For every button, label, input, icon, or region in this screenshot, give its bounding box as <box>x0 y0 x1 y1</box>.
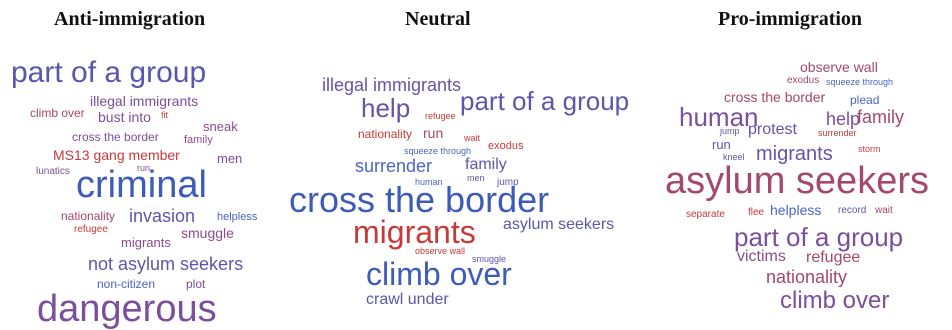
word-human: human <box>415 177 443 187</box>
word-squeeze-through: squeeze through <box>404 146 472 156</box>
word-plead: plead <box>850 93 880 107</box>
word-family: family <box>465 156 507 173</box>
word-nationality: nationality <box>766 267 848 287</box>
word-observe-wall: observe wall <box>415 246 466 256</box>
word-asylum-seekers: asylum seekers <box>665 160 929 202</box>
word-not-asylum-seekers: not asylum seekers <box>88 254 244 274</box>
word-plot: plot <box>186 277 206 291</box>
pro-immigration-title: Pro-immigration <box>718 8 863 30</box>
word-nationality: nationality <box>61 209 116 223</box>
word-sneak: sneak <box>203 119 238 134</box>
word-men: men <box>467 173 485 183</box>
word-human: human <box>679 102 759 132</box>
neutral-title: Neutral <box>405 8 471 30</box>
word-climb-over: climb over <box>30 106 85 120</box>
word-cross-the-border: cross the border <box>289 179 550 220</box>
word-men: men <box>217 151 243 166</box>
word-non-citizen: non-citizen <box>97 277 156 291</box>
word-migrants: migrants <box>756 143 833 165</box>
word-nationality: nationality <box>358 127 413 141</box>
word-part-of-a-group: part of a group <box>11 56 207 89</box>
word-asylum-seekers: asylum seekers <box>503 216 615 233</box>
word-run: run <box>712 137 731 152</box>
word-fit: fit <box>161 110 169 120</box>
word-surrender: surrender <box>818 128 857 138</box>
word-kneel: kneel <box>723 152 745 162</box>
word-helpless: helpless <box>217 211 258 223</box>
word-family: family <box>857 107 905 127</box>
word-cross-the-border: cross the border <box>724 89 826 105</box>
word-dangerous: dangerous <box>37 288 217 330</box>
word-refugee: refugee <box>74 224 108 235</box>
word-victims: victims <box>737 248 786 265</box>
word-smuggle: smuggle <box>472 254 507 264</box>
word-protest: protest <box>748 121 797 138</box>
word-lunatics: lunatics <box>36 166 70 177</box>
word-observe-wall: observe wall <box>800 59 878 75</box>
word-helpless: helpless <box>770 202 822 218</box>
word-smuggle: smuggle <box>181 225 234 241</box>
word-exodus: exodus <box>488 140 524 152</box>
word-part-of-a-group: part of a group <box>734 222 904 252</box>
word-illegal-immigrants: illegal immigrants <box>90 93 199 109</box>
word-part-of-a-group: part of a group <box>460 86 630 116</box>
word-cross-the-border: cross the border <box>72 130 159 144</box>
word-ms13-gang-member: MS13 gang member <box>53 147 180 163</box>
word-bust-into: bust into <box>98 109 151 125</box>
word-help: help <box>361 93 411 123</box>
word-migrants: migrants <box>353 214 476 250</box>
word-jump: jump <box>497 177 519 188</box>
word-criminal: criminal <box>76 164 207 206</box>
word-flee: flee <box>748 207 765 218</box>
word-wait: wait <box>875 205 893 216</box>
word-squeeze-through: squeeze through <box>826 77 894 87</box>
word-record: record <box>838 205 867 216</box>
word-refugee: refugee <box>425 111 456 121</box>
word-separate: separate <box>686 209 725 220</box>
word-jump: jump <box>720 126 740 136</box>
word-storm: storm <box>858 144 881 154</box>
word-run: run <box>423 125 444 141</box>
word-invasion: invasion <box>129 206 196 226</box>
anti-immigration-title: Anti-immigration <box>54 8 206 30</box>
word-climb-over: climb over <box>366 256 512 292</box>
word-family: family <box>184 134 213 146</box>
word-surrender: surrender <box>355 156 433 176</box>
word-illegal-immigrants: illegal immigrants <box>322 75 462 95</box>
word-exodus: exodus <box>787 75 820 86</box>
word-run: run <box>137 163 151 173</box>
word-help: help <box>826 109 861 129</box>
word-crawl-under: crawl under <box>366 291 449 308</box>
word-climb-over: climb over <box>780 287 890 314</box>
word-wait: wait <box>464 133 481 143</box>
word-refugee: refugee <box>806 249 861 266</box>
word-migrants: migrants <box>121 235 171 250</box>
